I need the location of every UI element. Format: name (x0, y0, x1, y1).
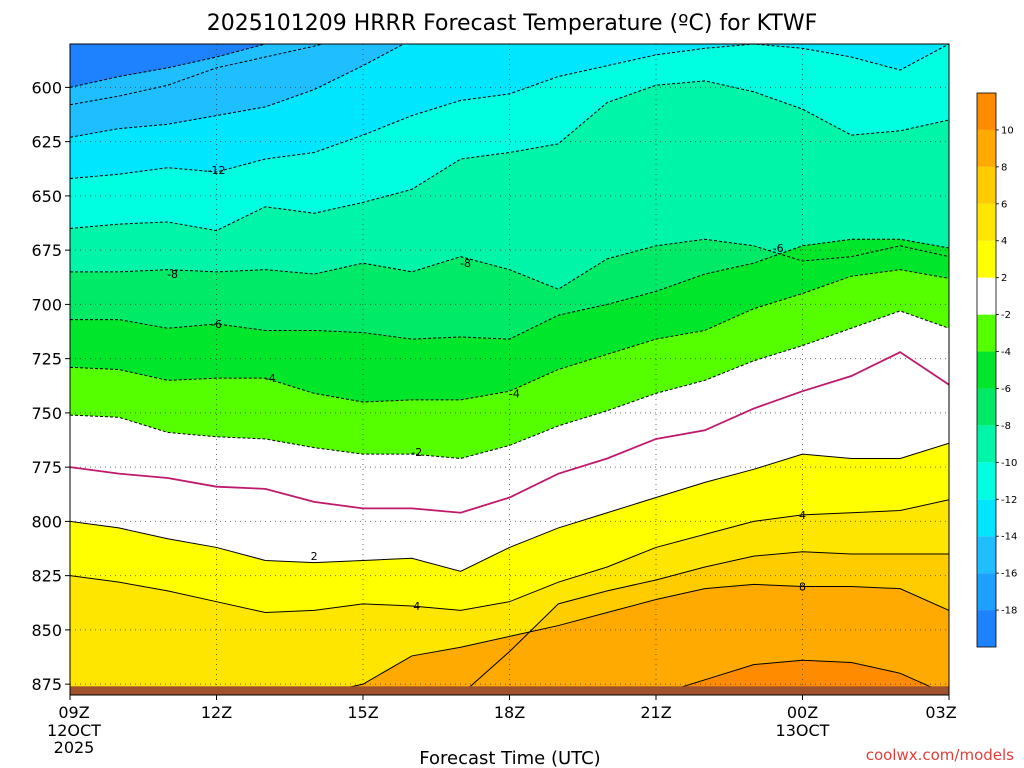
colorbar-tick-label: 10 (1001, 125, 1014, 136)
colorbar-swatch (977, 277, 996, 315)
contour-label: 4 (799, 509, 806, 522)
x-tick-label: 00Z (787, 703, 818, 722)
y-tick-label: 650 (31, 187, 62, 206)
isotherm--6 (70, 238, 949, 340)
x-tick-label: 15Z (347, 703, 378, 722)
colorbar-swatch (977, 388, 996, 426)
colorbar-swatch (977, 166, 996, 204)
colorbar-tick-label: 8 (1001, 162, 1007, 173)
isotherm--2 (70, 310, 949, 459)
x-tick-label: 09Z (58, 703, 89, 722)
contour-label: 4 (413, 600, 420, 613)
y-tick-label: 700 (31, 295, 62, 314)
isotherm--18 (70, 44, 325, 106)
isotherm--12 (70, 44, 949, 180)
colorbar-swatch (977, 499, 996, 537)
gridlines (70, 44, 949, 695)
y-tick-label: 850 (31, 621, 62, 640)
colorbar-swatch (977, 536, 996, 574)
contour-label: -8 (460, 257, 471, 270)
colorbar-tick-label: -4 (1001, 347, 1011, 358)
x-tick-label: 21Z (640, 703, 671, 722)
y-tick-label: 725 (31, 350, 62, 369)
credit-text: coolwx.com/models (866, 746, 1014, 764)
colorbar-tick-label: -2 (1001, 310, 1011, 321)
colorbar-tick-label: 2 (1001, 273, 1007, 284)
y-tick-label: 825 (31, 567, 62, 586)
x-tick-label: 12Z (201, 703, 232, 722)
isotherm--8 (70, 238, 949, 290)
chart-title: 2025101209 HRRR Forecast Temperature (ºC… (207, 11, 818, 36)
y-tick-label: 600 (31, 78, 62, 97)
isotherm-10 (70, 659, 949, 695)
y-tick-label: 875 (31, 675, 62, 694)
isotherm--4 (70, 269, 949, 403)
contour-label: -2 (411, 446, 422, 459)
colorbar-tick-label: -12 (1001, 495, 1017, 506)
y-tick-label: 750 (31, 404, 62, 423)
contour-label: -8 (167, 268, 178, 281)
colorbar-tick-label: -14 (1001, 532, 1017, 543)
y-tick-label: 775 (31, 458, 62, 477)
colorbar-swatch (977, 203, 996, 241)
isotherm--10 (70, 80, 949, 232)
colorbar-tick-label: -8 (1001, 421, 1011, 432)
contour-label: -4 (265, 372, 276, 385)
colorbar-swatch (977, 351, 996, 389)
x-tick-date: 12OCT (47, 721, 101, 740)
isotherm-0 (70, 351, 949, 514)
isotherm-8 (70, 583, 949, 695)
contour-label: 8 (799, 581, 806, 594)
colorbar-frame (976, 92, 997, 648)
colorbar-swatch (977, 314, 996, 352)
ground-surface (70, 686, 949, 695)
y-tick-label: 675 (31, 241, 62, 260)
isotherm-lines (70, 44, 949, 695)
colorbar-swatch (977, 610, 996, 647)
contour-label: -6 (773, 242, 784, 255)
colorbar-swatch (977, 425, 996, 463)
colorbar-tick-label: 4 (1001, 236, 1007, 247)
plot-area: -12 -8 -8 -6 -6 -4 -4 -2 2 4 4 8 (70, 44, 949, 695)
colorbar-tick-label: -6 (1001, 384, 1011, 395)
x-tick-year: 2025 (54, 738, 95, 757)
x-axis-label: Forecast Time (UTC) (419, 748, 600, 768)
isotherm-4 (70, 499, 949, 614)
y-axis: 600 625 650 675 700 725 750 775 800 825 850 875 (31, 78, 70, 694)
colorbar-swatch (977, 240, 996, 278)
ground-layer (70, 686, 949, 695)
colorbar-tick-label: -16 (1001, 569, 1017, 580)
colorbar-tick-label: -18 (1001, 606, 1017, 617)
colorbar-tick-label: 6 (1001, 199, 1007, 210)
contour-label: -6 (211, 318, 222, 331)
colorbar-tick-label: -10 (1001, 458, 1017, 469)
y-tick-label: 625 (31, 133, 62, 152)
x-tick-label: 03Z (925, 703, 956, 722)
x-tick-label: 18Z (494, 703, 525, 722)
x-tick-date: 13OCT (776, 721, 830, 740)
colorbar-swatch (977, 129, 996, 167)
colorbar: -18 -16 -14 -12 -10 -8 -6 -4 -2 2 4 6 8 10 (976, 92, 1017, 648)
colorbar-swatch (977, 573, 996, 611)
contour-label: 2 (311, 550, 318, 563)
colorbar-swatch (977, 93, 996, 130)
y-tick-label: 800 (31, 512, 62, 531)
contour-label: -4 (509, 387, 520, 400)
contour-label: -12 (208, 164, 226, 177)
isotherm-6 (70, 551, 949, 695)
contour-labels: -12 -8 -8 -6 -6 -4 -4 -2 2 4 4 8 (167, 164, 806, 613)
isotherm-2 (70, 442, 949, 572)
colorbar-swatch (977, 462, 996, 500)
